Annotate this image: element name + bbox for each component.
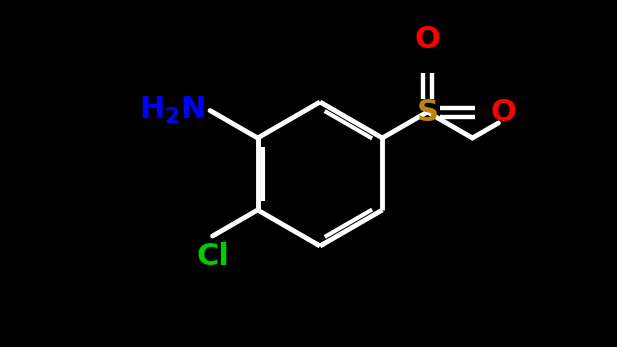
Text: Cl: Cl [196, 242, 229, 271]
Text: O: O [415, 25, 441, 54]
Text: O: O [491, 98, 516, 127]
Text: $\mathregular{H_2N}$: $\mathregular{H_2N}$ [139, 95, 205, 126]
Text: S: S [416, 98, 439, 127]
